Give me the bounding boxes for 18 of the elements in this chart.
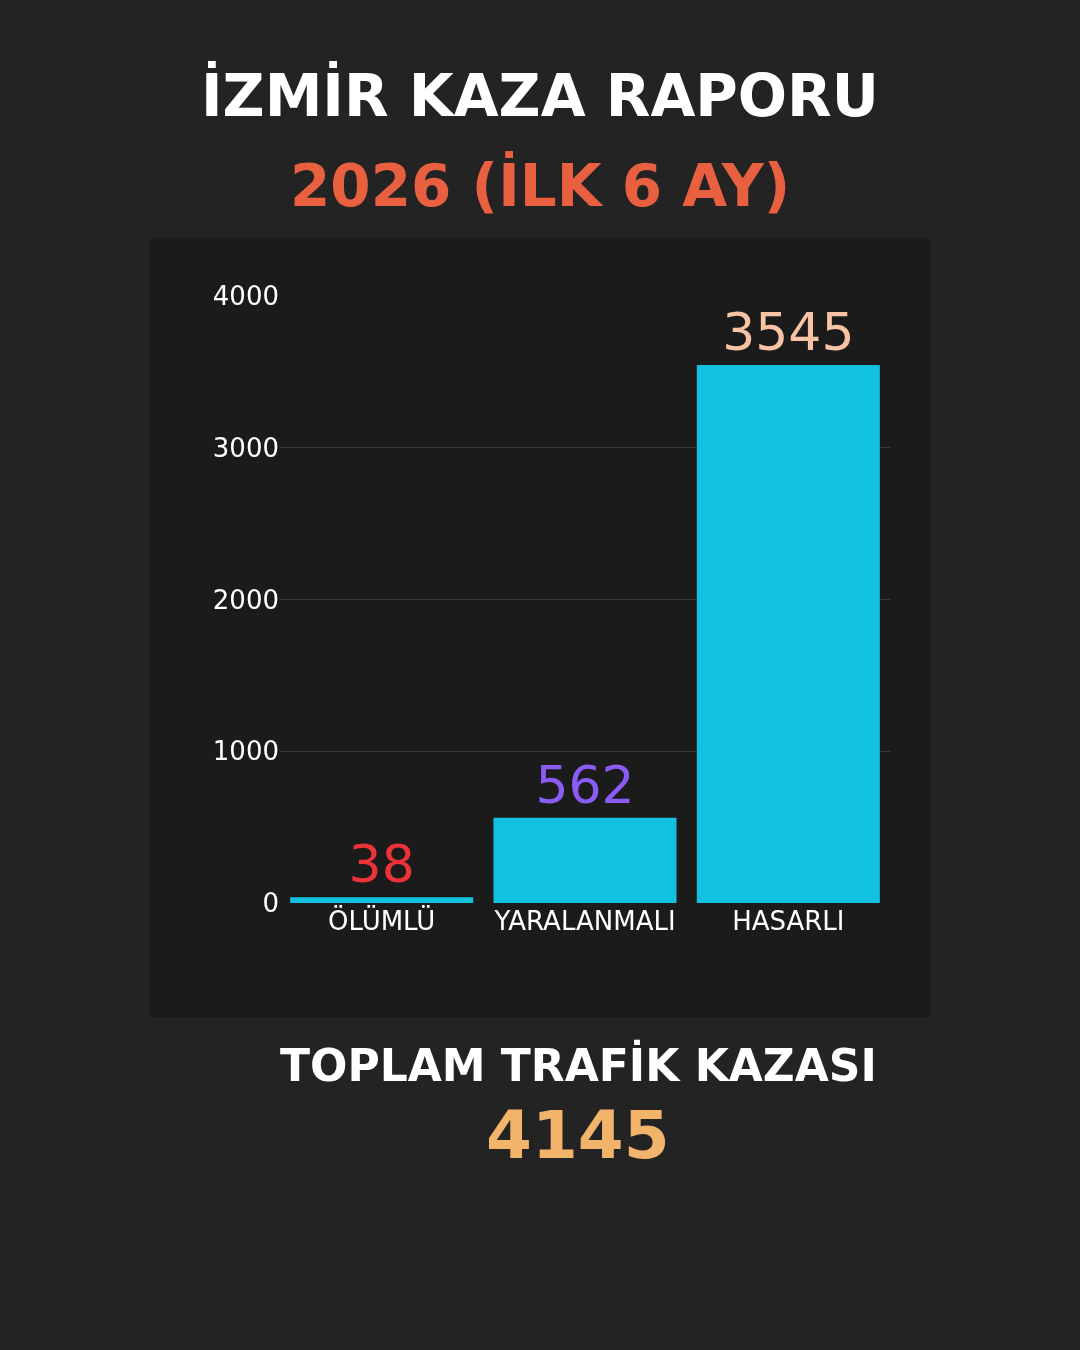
chart-subtitle: 2026 (İLK 6 AY) [290, 151, 791, 220]
bar [696, 365, 880, 903]
data-label: 3545 [722, 302, 855, 363]
text: 4145 [486, 1097, 670, 1174]
x-tick-label: YARALANMALI [493, 906, 676, 936]
data-label: 38 [348, 834, 415, 895]
data-label: 562 [535, 754, 635, 815]
y-tick-label: 1000 [212, 736, 279, 767]
y-tick-label: 3000 [212, 432, 279, 463]
y-tick-label: 0 [262, 888, 279, 919]
bar [290, 897, 474, 903]
chart-title: İZMİR KAZA RAPORU [201, 61, 879, 130]
x-tick-label: ÖLÜMLÜ [328, 905, 436, 936]
x-tick-label: HASARLI [732, 906, 845, 936]
y-tick-label: 4000 [212, 281, 279, 312]
text: TOPLAM TRAFİK KAZASI [280, 1039, 877, 1091]
y-tick-label: 2000 [212, 584, 279, 615]
bar [493, 817, 677, 903]
